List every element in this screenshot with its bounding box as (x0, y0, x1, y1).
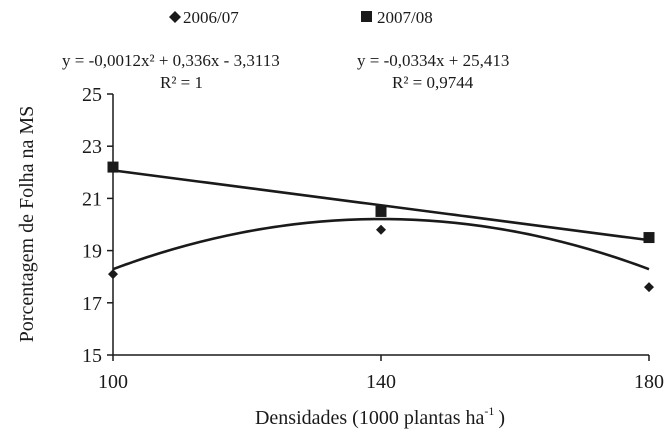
y-tick-label: 25 (82, 84, 102, 106)
trendlines (112, 169, 650, 271)
data-point-series-0 (376, 224, 386, 235)
data-point-series-1 (107, 161, 119, 173)
equation-2006-07: y = -0,0012x² + 0,336x - 3,3113 (62, 51, 280, 70)
legend-marker-2007-08 (361, 11, 372, 22)
legend-label-2007-08: 2007/08 (377, 8, 433, 27)
y-axis-title: Porcentagem de Folha na MS (16, 106, 38, 343)
data-points (107, 161, 655, 293)
legend-label-2006-07: 2006/07 (183, 8, 239, 27)
trendline-series-1 (112, 169, 650, 242)
data-point-series-0 (644, 282, 654, 293)
legend: 2006/07 2007/08 (169, 8, 433, 27)
r2-2007-08: R² = 0,9744 (392, 73, 474, 92)
legend-marker-2006-07 (169, 11, 181, 23)
x-axis-title-close: ) (498, 407, 505, 429)
x-tick-label: 140 (366, 371, 396, 393)
x-axis-title: Densidades (1000 plantas ha-1) (255, 404, 505, 429)
x-axis-ticks: 100 140 180 (98, 355, 664, 393)
y-tick-label: 17 (82, 293, 102, 315)
data-point-series-1 (643, 232, 655, 244)
r2-2006-07: R² = 1 (160, 73, 203, 92)
y-axis-ticks: 15 17 19 21 23 25 (82, 84, 113, 367)
x-axis-title-text: Densidades (1000 plantas ha (255, 407, 485, 429)
y-tick-label: 23 (82, 136, 102, 158)
data-point-series-1 (375, 205, 387, 217)
y-tick-label: 21 (82, 188, 102, 210)
y-tick-label: 19 (82, 241, 102, 263)
x-tick-label: 180 (634, 371, 664, 393)
equation-2007-08: y = -0,0334x + 25,413 (357, 51, 509, 70)
x-tick-label: 100 (98, 371, 128, 393)
data-point-series-0 (108, 269, 118, 280)
trendline-series-0 (112, 217, 650, 271)
y-tick-label: 15 (82, 345, 102, 367)
x-axis-title-superscript: -1 (484, 404, 494, 418)
